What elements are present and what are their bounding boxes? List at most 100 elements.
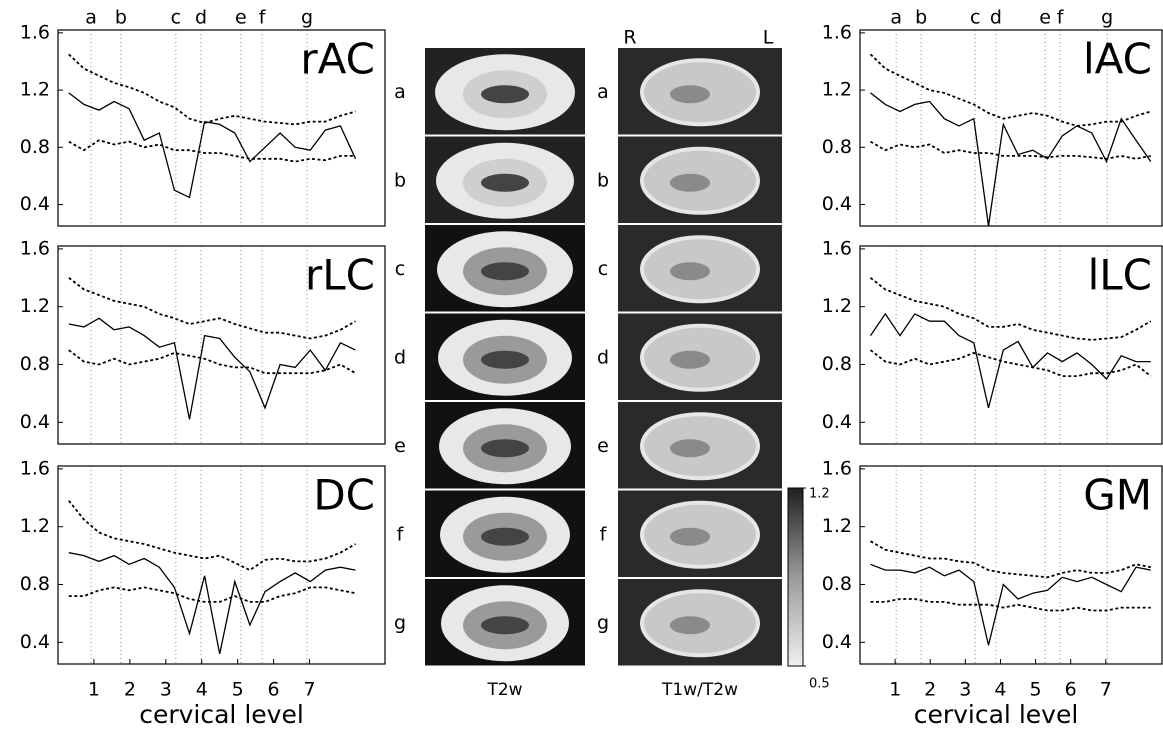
x-tick-label: 6 (268, 679, 280, 701)
y-tick-label: 0.4 (20, 411, 50, 433)
level-label: c (171, 7, 181, 29)
value-line (68, 317, 356, 420)
level-label: a (890, 7, 902, 29)
level-label: a (85, 7, 97, 29)
level-label: b (915, 7, 927, 29)
level-label: f (259, 7, 267, 29)
row-label: a (394, 81, 406, 103)
level-label: c (970, 7, 980, 29)
row-label: g (394, 612, 406, 634)
row-label: a (597, 81, 609, 103)
bound-line (870, 598, 1151, 612)
y-tick-label: 0.4 (20, 631, 50, 653)
bound-line (870, 540, 1151, 579)
level-label: d (990, 7, 1002, 29)
y-tick-label: 1.6 (20, 21, 50, 43)
y-tick-label: 1.6 (822, 21, 852, 43)
row-label: e (394, 435, 406, 457)
plot-frame (57, 245, 386, 445)
panel (869, 246, 1152, 444)
level-label: e (1039, 7, 1051, 29)
bound-line (68, 139, 356, 163)
colorbar-label: 0.5 (809, 677, 830, 692)
value-line (68, 92, 357, 199)
column-label: T1w/T2w (661, 680, 738, 700)
x-tick-label: 3 (959, 679, 971, 701)
x-axis-label: cervical level (914, 700, 1079, 729)
level-label: g (1101, 7, 1113, 29)
level-label: g (301, 7, 313, 29)
bound-line (68, 586, 356, 603)
y-tick-label: 1.6 (20, 457, 50, 479)
t2w-gm (481, 262, 529, 281)
row-label: c (395, 258, 405, 280)
panel-title: rLC (305, 251, 375, 300)
y-tick-label: 1.6 (20, 237, 50, 259)
x-tick-label: 5 (232, 679, 244, 701)
panel (68, 30, 357, 226)
x-tick-label: 7 (1100, 679, 1112, 701)
side-label: R (623, 27, 636, 49)
panel-title: rAC (300, 35, 375, 84)
y-tick-label: 0.8 (822, 353, 852, 375)
level-label: e (235, 7, 247, 29)
y-tick-label: 1.2 (20, 79, 50, 101)
y-tick-label: 1.2 (822, 79, 852, 101)
panel-title: GM (1083, 471, 1152, 520)
row-label: e (597, 435, 609, 457)
t2w-gm (481, 439, 529, 458)
y-tick-label: 1.2 (20, 515, 50, 537)
side-label: L (763, 27, 774, 49)
row-label: f (397, 523, 405, 545)
t2w-gm (481, 173, 529, 192)
level-label: b (115, 7, 127, 29)
row-label: f (600, 523, 608, 545)
x-tick-label: 1 (88, 679, 100, 701)
y-tick-label: 0.8 (20, 573, 50, 595)
ratio-gm (670, 262, 710, 281)
row-label: c (598, 258, 608, 280)
bound-line (869, 53, 1152, 127)
y-tick-label: 0.8 (20, 136, 50, 158)
t2w-gm (481, 616, 529, 635)
plot-frame (57, 465, 386, 665)
x-axis-label: cervical level (139, 700, 304, 729)
ratio-gm (670, 350, 710, 369)
plot-frame (859, 465, 1163, 665)
x-tick-label: 4 (994, 679, 1006, 701)
bound-line (869, 349, 1152, 377)
plot-frame (57, 29, 386, 227)
ratio-gm (670, 85, 710, 104)
plot-frame (859, 245, 1163, 445)
level-label: f (1057, 7, 1065, 29)
column-label: T2w (486, 680, 522, 700)
y-tick-label: 1.2 (822, 515, 852, 537)
colorbar-label: 1.2 (809, 487, 830, 502)
y-tick-label: 1.6 (822, 237, 852, 259)
x-tick-label: 4 (196, 679, 208, 701)
ratio-gm (670, 173, 710, 192)
y-tick-label: 0.4 (822, 411, 852, 433)
y-tick-label: 1.2 (822, 295, 852, 317)
ratio-gm (670, 616, 710, 635)
x-tick-label: 3 (160, 679, 172, 701)
x-tick-label: 7 (303, 679, 315, 701)
y-tick-label: 0.4 (822, 193, 852, 215)
row-label: d (394, 346, 406, 368)
panel (68, 466, 356, 664)
bound-line (68, 500, 356, 572)
value-line (68, 552, 356, 655)
x-tick-label: 1 (889, 679, 901, 701)
y-tick-label: 1.6 (822, 457, 852, 479)
t2w-gm (481, 527, 529, 546)
panel-title: DC (313, 471, 375, 520)
y-tick-label: 0.8 (822, 573, 852, 595)
panel (869, 30, 1152, 226)
t2w-gm (481, 85, 529, 104)
panel-title: lAC (1083, 35, 1152, 84)
row-label: g (597, 612, 609, 634)
bound-line (870, 140, 1151, 160)
ratio-gm (670, 439, 710, 458)
ratio-gm (670, 527, 710, 546)
